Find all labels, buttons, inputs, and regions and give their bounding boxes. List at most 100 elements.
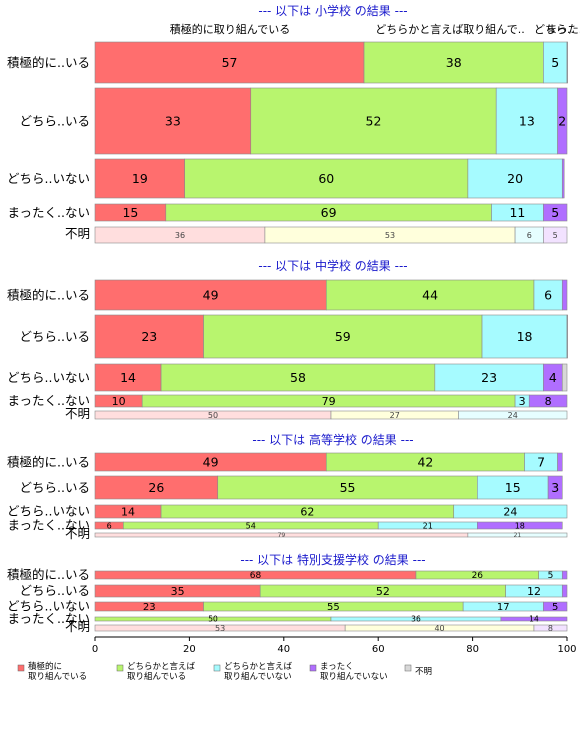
segment-label: 2 — [558, 114, 566, 129]
legend-swatch — [116, 664, 124, 672]
legend-label: 取り組んでいない — [224, 671, 292, 682]
segment-label: 50 — [208, 615, 218, 624]
bar-segment — [566, 314, 568, 359]
segment-label: 5 — [552, 602, 558, 613]
bar-segment — [561, 584, 568, 598]
x-tick-label: 60 — [372, 644, 385, 655]
bar-segment — [477, 521, 563, 530]
row-label: 積極的に..いる — [7, 288, 90, 303]
segment-label: 5 — [551, 55, 559, 70]
row-label: どちら..いる — [20, 583, 90, 598]
bar-segment — [557, 87, 568, 155]
row-label: どちら..いない — [7, 370, 90, 385]
bar-segment — [184, 158, 469, 199]
segment-label: 5 — [553, 231, 558, 240]
legend-label: どちらかと言えば — [224, 661, 293, 672]
row-label: どちら..いない — [7, 598, 90, 613]
segment-label: 6 — [544, 288, 552, 303]
segment-label: 14 — [120, 370, 136, 385]
legend-label: どちらかと言えば — [127, 661, 196, 672]
segment-label: 3 — [551, 480, 559, 495]
bar-segment — [250, 87, 497, 155]
row-label: どちら..いない — [7, 171, 90, 186]
segment-label: 52 — [376, 585, 390, 598]
bar-segment — [94, 87, 252, 155]
segment-label: 36 — [411, 615, 421, 624]
segment-label: 23 — [143, 602, 156, 613]
row-label: 不明 — [65, 619, 90, 634]
segment-label: 59 — [335, 329, 351, 344]
segment-label: 79 — [278, 532, 286, 539]
segment-label: 5 — [548, 571, 554, 581]
row-label: 不明 — [65, 406, 90, 421]
bar-segment — [94, 314, 204, 359]
row-label: まったく..ない — [8, 393, 90, 408]
segment-label: 54 — [246, 521, 256, 530]
row-label: どちら..いる — [20, 480, 90, 495]
segment-label: 17 — [497, 602, 510, 613]
column-header: どちら.. — [534, 23, 574, 36]
segment-label: 10 — [112, 395, 126, 408]
bar-segment — [543, 203, 568, 222]
legend-swatch — [404, 664, 412, 672]
segment-label: 26 — [472, 571, 484, 581]
panel-title: --- 以下は 高等学校 の結果 --- — [252, 432, 413, 447]
segment-label: 14 — [529, 615, 539, 624]
bar-segment — [363, 41, 544, 84]
bar-segment — [495, 87, 558, 155]
segment-label: 12 — [527, 585, 541, 598]
legend-label: まったく — [320, 662, 354, 672]
bar-segment — [325, 279, 535, 311]
segment-label: 11 — [509, 205, 525, 220]
column-header: まった.. — [546, 23, 580, 36]
bar-segment — [533, 279, 563, 311]
row-label: 積極的に..いる — [7, 55, 90, 70]
segment-label: 21 — [423, 521, 433, 530]
panel-title: --- 以下は 小学校 の結果 --- — [258, 3, 407, 18]
segment-label: 50 — [208, 411, 218, 420]
segment-label: 55 — [327, 602, 340, 613]
segment-label: 8 — [545, 395, 552, 408]
segment-label: 58 — [290, 370, 306, 385]
segment-label: 23 — [141, 329, 157, 344]
legend-swatch — [17, 664, 25, 672]
bar-segment — [467, 158, 563, 199]
x-tick-label: 80 — [466, 644, 479, 655]
segment-label: 18 — [517, 329, 533, 344]
bar-segment — [561, 570, 568, 580]
segment-label: 68 — [250, 571, 262, 581]
legend-swatch — [213, 664, 221, 672]
segment-label: 6 — [107, 521, 112, 530]
bar-segment — [500, 616, 568, 622]
segment-label: 5 — [551, 205, 559, 220]
segment-label: 15 — [122, 205, 138, 220]
row-label: まったく..ない — [8, 611, 90, 626]
legend-label: 取り組んでいる — [28, 671, 87, 682]
x-tick-label: 40 — [277, 644, 290, 655]
bar-segment — [561, 279, 568, 311]
bar-segment — [528, 394, 568, 408]
bar-segment — [543, 226, 568, 244]
segment-label: 53 — [385, 231, 395, 240]
segment-label: 42 — [417, 455, 433, 470]
segment-label: 38 — [446, 55, 462, 70]
bar-segment — [543, 601, 568, 612]
segment-label: 14 — [121, 505, 135, 518]
bar-segment — [547, 475, 563, 500]
row-label: 積極的に..いる — [7, 455, 90, 470]
legend-label: 不明 — [415, 667, 432, 677]
bar-segment — [160, 363, 436, 392]
legend-label: 積極的に — [28, 661, 62, 672]
x-tick-label: 0 — [92, 644, 98, 655]
segment-label: 57 — [222, 55, 238, 70]
segment-label: 20 — [507, 171, 523, 186]
bar-segment — [481, 314, 568, 359]
bar-segment — [561, 158, 565, 199]
column-header: どちらかと言えば取り組んで.. — [375, 23, 524, 36]
segment-label: 7 — [537, 455, 545, 470]
bar-segment — [203, 314, 483, 359]
segment-label: 15 — [505, 480, 521, 495]
segment-label: 49 — [203, 288, 219, 303]
segment-label: 19 — [132, 171, 148, 186]
x-tick-label: 100 — [557, 644, 576, 655]
